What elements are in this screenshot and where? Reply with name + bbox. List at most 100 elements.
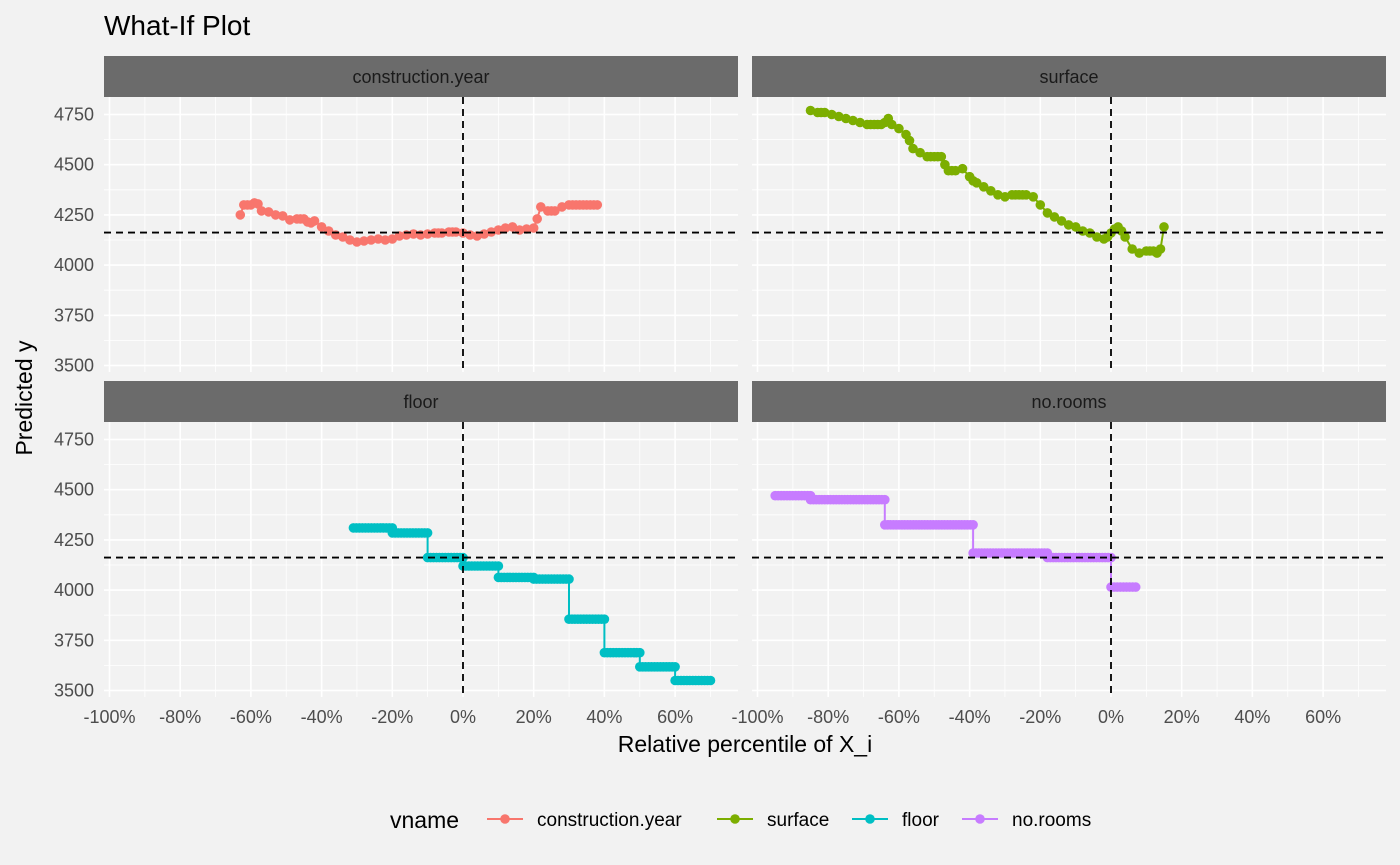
y-tick-label: 3500 bbox=[54, 681, 94, 701]
data-point-construction-year bbox=[394, 231, 405, 241]
legend-label-construction-year: construction.year bbox=[537, 810, 682, 831]
legend-key-point-construction-year bbox=[500, 814, 510, 824]
x-tick-label: 20% bbox=[516, 707, 552, 727]
data-point-surface bbox=[1159, 222, 1169, 232]
legend: vname construction.year surface floor no.ro… bbox=[390, 807, 1091, 833]
data-point-no-rooms bbox=[1130, 582, 1141, 592]
strip-label-surface: surface bbox=[1039, 67, 1098, 87]
x-tick-label: 40% bbox=[586, 707, 622, 727]
series-no-rooms bbox=[770, 490, 1141, 592]
x-tick-label: -100% bbox=[83, 707, 135, 727]
data-point-construction-year bbox=[550, 206, 560, 216]
data-point-construction-year bbox=[309, 216, 320, 226]
data-point-surface bbox=[1070, 222, 1081, 232]
chart-title: What-If Plot bbox=[104, 10, 250, 41]
data-point-floor bbox=[493, 561, 504, 571]
y-axis-title: Predicted y bbox=[11, 340, 37, 456]
legend-item-construction-year: construction.year bbox=[487, 810, 682, 831]
data-point-surface bbox=[1049, 212, 1060, 222]
x-tick-label: -40% bbox=[949, 707, 991, 727]
x-tick-label: -60% bbox=[878, 707, 920, 727]
data-point-floor bbox=[564, 574, 574, 584]
strip-background-surface bbox=[752, 56, 1386, 97]
data-point-construction-year bbox=[528, 223, 539, 233]
panel-surface: surface bbox=[752, 56, 1386, 372]
data-point-surface bbox=[957, 163, 968, 174]
x-tick-label: 60% bbox=[1305, 707, 1341, 727]
panel-construction-year: construction.year bbox=[104, 56, 738, 372]
data-point-surface bbox=[894, 123, 904, 134]
series-surface bbox=[805, 105, 1169, 258]
data-point-surface bbox=[936, 151, 947, 162]
data-point-surface bbox=[1035, 200, 1046, 210]
legend-item-surface: surface bbox=[717, 810, 829, 831]
x-tick-label: -80% bbox=[807, 707, 849, 727]
x-tick-label: -60% bbox=[230, 707, 272, 727]
data-point-floor bbox=[705, 675, 716, 686]
x-tick-label: 0% bbox=[450, 707, 476, 727]
data-point-construction-year bbox=[380, 235, 391, 245]
series-floor bbox=[348, 523, 716, 686]
data-point-surface bbox=[1056, 216, 1067, 226]
data-point-surface bbox=[904, 135, 915, 146]
y-tick-label: 3750 bbox=[54, 630, 94, 650]
y-tick-label: 4750 bbox=[54, 430, 94, 450]
y-tick-label: 4250 bbox=[54, 205, 94, 225]
strip-background-floor bbox=[104, 381, 738, 422]
data-point-construction-year bbox=[352, 237, 362, 247]
legend-label-surface: surface bbox=[767, 810, 829, 831]
data-point-no-rooms bbox=[968, 520, 978, 530]
data-point-surface bbox=[1155, 244, 1166, 254]
x-tick-label: -80% bbox=[159, 707, 201, 727]
strip-background-no-rooms bbox=[752, 381, 1386, 422]
x-tick-label: -20% bbox=[371, 707, 413, 727]
data-point-surface bbox=[986, 186, 996, 196]
y-tick-label: 4000 bbox=[54, 255, 94, 275]
data-point-surface bbox=[1028, 192, 1038, 202]
x-tick-label: 20% bbox=[1164, 707, 1200, 727]
data-point-construction-year bbox=[235, 210, 246, 220]
y-tick-label: 4000 bbox=[54, 580, 94, 600]
x-tick-label: -40% bbox=[301, 707, 343, 727]
data-point-floor bbox=[635, 647, 645, 658]
y-tick-label: 3750 bbox=[54, 305, 94, 325]
grid-surface bbox=[752, 97, 1386, 372]
strip-label-floor: floor bbox=[403, 392, 438, 412]
data-point-construction-year bbox=[270, 210, 281, 220]
strip-background-construction-year bbox=[104, 56, 738, 97]
legend-item-floor: floor bbox=[852, 810, 940, 831]
x-tick-label: 60% bbox=[657, 707, 693, 727]
data-point-construction-year bbox=[408, 229, 419, 239]
strip-label-construction-year: construction.year bbox=[352, 67, 489, 87]
x-tick-label: -100% bbox=[731, 707, 783, 727]
data-point-construction-year bbox=[373, 234, 384, 244]
data-point-no-rooms bbox=[880, 494, 890, 505]
legend-key-point-floor bbox=[865, 814, 875, 824]
data-point-construction-year bbox=[532, 214, 542, 224]
legend-item-no-rooms: no.rooms bbox=[962, 810, 1091, 831]
y-tick-label: 4750 bbox=[54, 105, 94, 125]
data-point-construction-year bbox=[285, 215, 295, 225]
panel-background-surface bbox=[752, 97, 1386, 372]
strip-label-no-rooms: no.rooms bbox=[1031, 392, 1106, 412]
data-point-surface bbox=[908, 143, 918, 154]
x-tick-label: 40% bbox=[1234, 707, 1270, 727]
x-tick-label: -20% bbox=[1019, 707, 1061, 727]
grid-floor bbox=[104, 422, 738, 697]
data-point-surface bbox=[978, 182, 989, 192]
data-point-surface bbox=[887, 119, 897, 130]
x-axis-title: Relative percentile of X_i bbox=[618, 731, 872, 757]
data-point-construction-year bbox=[256, 206, 267, 216]
legend-key-point-surface bbox=[730, 814, 740, 824]
panel-no-rooms: no.rooms bbox=[752, 381, 1386, 697]
data-point-construction-year bbox=[521, 224, 532, 234]
data-point-construction-year bbox=[316, 222, 327, 232]
data-point-surface bbox=[915, 147, 925, 158]
data-point-surface bbox=[1120, 232, 1130, 242]
legend-label-floor: floor bbox=[902, 810, 940, 831]
data-point-surface bbox=[1042, 208, 1053, 218]
data-point-construction-year bbox=[592, 200, 603, 210]
axes: 3500 3750 4000 4250 4500 4750 3500 3750 4000 4250… bbox=[54, 105, 1341, 728]
data-point-floor bbox=[422, 528, 433, 538]
